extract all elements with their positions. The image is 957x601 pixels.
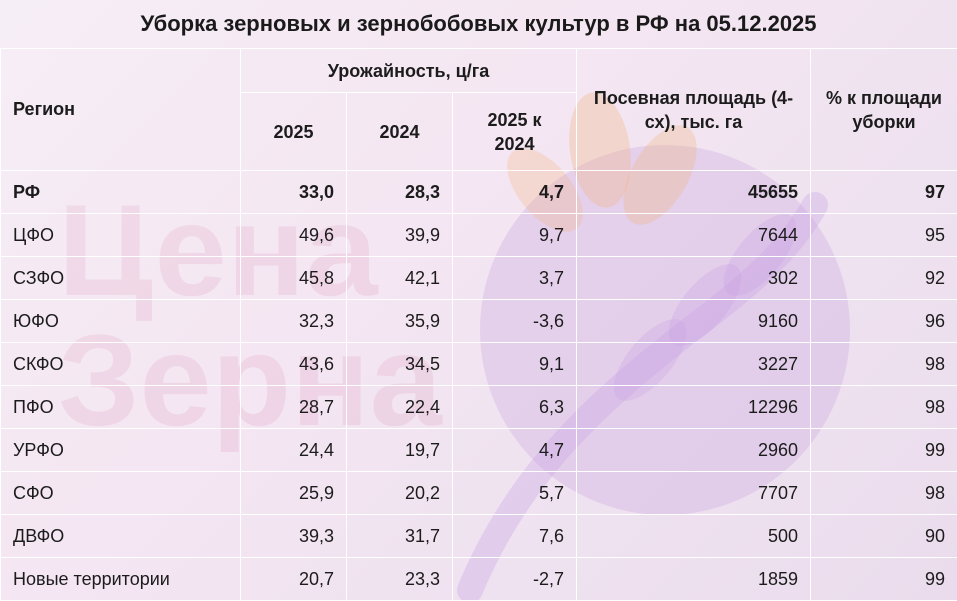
cell-yield-2025: 43,6	[241, 343, 347, 386]
table-row: СФО 25,9 20,2 5,7 7707 98	[1, 472, 957, 515]
table-row: ПФО 28,7 22,4 6,3 12296 98	[1, 386, 957, 429]
cell-area: 12296	[577, 386, 811, 429]
cell-yield-2025: 49,6	[241, 214, 347, 257]
cell-yield-2025: 25,9	[241, 472, 347, 515]
table-row: ЦФО 49,6 39,9 9,7 7644 95	[1, 214, 957, 257]
cell-region: ЮФО	[1, 300, 241, 343]
cell-yield-2024: 34,5	[347, 343, 453, 386]
header-yield-2025: 2025	[241, 93, 347, 171]
cell-pct: 97	[811, 171, 957, 214]
cell-area: 9160	[577, 300, 811, 343]
cell-pct: 98	[811, 386, 957, 429]
cell-region: УРФО	[1, 429, 241, 472]
cell-area: 3227	[577, 343, 811, 386]
harvest-table: Регион Урожайность, ц/га Посевная площад…	[0, 48, 957, 601]
table-row: РФ 33,0 28,3 4,7 45655 97	[1, 171, 957, 214]
table-row: СЗФО 45,8 42,1 3,7 302 92	[1, 257, 957, 300]
cell-yield-2025: 24,4	[241, 429, 347, 472]
cell-yield-2025: 32,3	[241, 300, 347, 343]
cell-yield-2024: 23,3	[347, 558, 453, 601]
cell-area: 7707	[577, 472, 811, 515]
cell-yield-diff: 6,3	[453, 386, 577, 429]
table-row: Новые территории 20,7 23,3 -2,7 1859 99	[1, 558, 957, 601]
table-row: ЮФО 32,3 35,9 -3,6 9160 96	[1, 300, 957, 343]
cell-yield-2025: 20,7	[241, 558, 347, 601]
cell-area: 500	[577, 515, 811, 558]
cell-yield-2024: 22,4	[347, 386, 453, 429]
cell-region: СФО	[1, 472, 241, 515]
cell-yield-2025: 39,3	[241, 515, 347, 558]
cell-region: ДВФО	[1, 515, 241, 558]
header-pct: % к площади уборки	[811, 49, 957, 171]
cell-pct: 98	[811, 472, 957, 515]
cell-region: СКФО	[1, 343, 241, 386]
cell-yield-2025: 33,0	[241, 171, 347, 214]
cell-area: 45655	[577, 171, 811, 214]
cell-yield-diff: 7,6	[453, 515, 577, 558]
cell-area: 2960	[577, 429, 811, 472]
cell-yield-diff: 9,7	[453, 214, 577, 257]
header-area: Посевная площадь (4-сх), тыс. га	[577, 49, 811, 171]
cell-yield-diff: 5,7	[453, 472, 577, 515]
cell-pct: 98	[811, 343, 957, 386]
table-row: УРФО 24,4 19,7 4,7 2960 99	[1, 429, 957, 472]
cell-yield-2025: 45,8	[241, 257, 347, 300]
cell-pct: 90	[811, 515, 957, 558]
header-yield-group: Урожайность, ц/га	[241, 49, 577, 93]
table-row: СКФО 43,6 34,5 9,1 3227 98	[1, 343, 957, 386]
cell-yield-2025: 28,7	[241, 386, 347, 429]
cell-yield-2024: 28,3	[347, 171, 453, 214]
cell-region: Новые территории	[1, 558, 241, 601]
cell-region: РФ	[1, 171, 241, 214]
page-title: Уборка зерновых и зернобобовых культур в…	[0, 0, 957, 48]
cell-yield-diff: 9,1	[453, 343, 577, 386]
cell-pct: 99	[811, 429, 957, 472]
cell-area: 302	[577, 257, 811, 300]
cell-yield-diff: -3,6	[453, 300, 577, 343]
cell-yield-2024: 19,7	[347, 429, 453, 472]
cell-yield-2024: 20,2	[347, 472, 453, 515]
cell-pct: 96	[811, 300, 957, 343]
cell-pct: 95	[811, 214, 957, 257]
header-yield-2024: 2024	[347, 93, 453, 171]
cell-yield-diff: 4,7	[453, 429, 577, 472]
cell-area: 7644	[577, 214, 811, 257]
cell-yield-diff: -2,7	[453, 558, 577, 601]
cell-yield-2024: 35,9	[347, 300, 453, 343]
cell-yield-2024: 31,7	[347, 515, 453, 558]
cell-yield-diff: 3,7	[453, 257, 577, 300]
table-row: ДВФО 39,3 31,7 7,6 500 90	[1, 515, 957, 558]
cell-pct: 99	[811, 558, 957, 601]
cell-yield-diff: 4,7	[453, 171, 577, 214]
table-header-row-1: Регион Урожайность, ц/га Посевная площад…	[1, 49, 957, 93]
header-yield-diff: 2025 к 2024	[453, 93, 577, 171]
cell-region: ПФО	[1, 386, 241, 429]
cell-pct: 92	[811, 257, 957, 300]
cell-region: СЗФО	[1, 257, 241, 300]
cell-area: 1859	[577, 558, 811, 601]
header-region: Регион	[1, 49, 241, 171]
cell-yield-2024: 42,1	[347, 257, 453, 300]
cell-region: ЦФО	[1, 214, 241, 257]
cell-yield-2024: 39,9	[347, 214, 453, 257]
